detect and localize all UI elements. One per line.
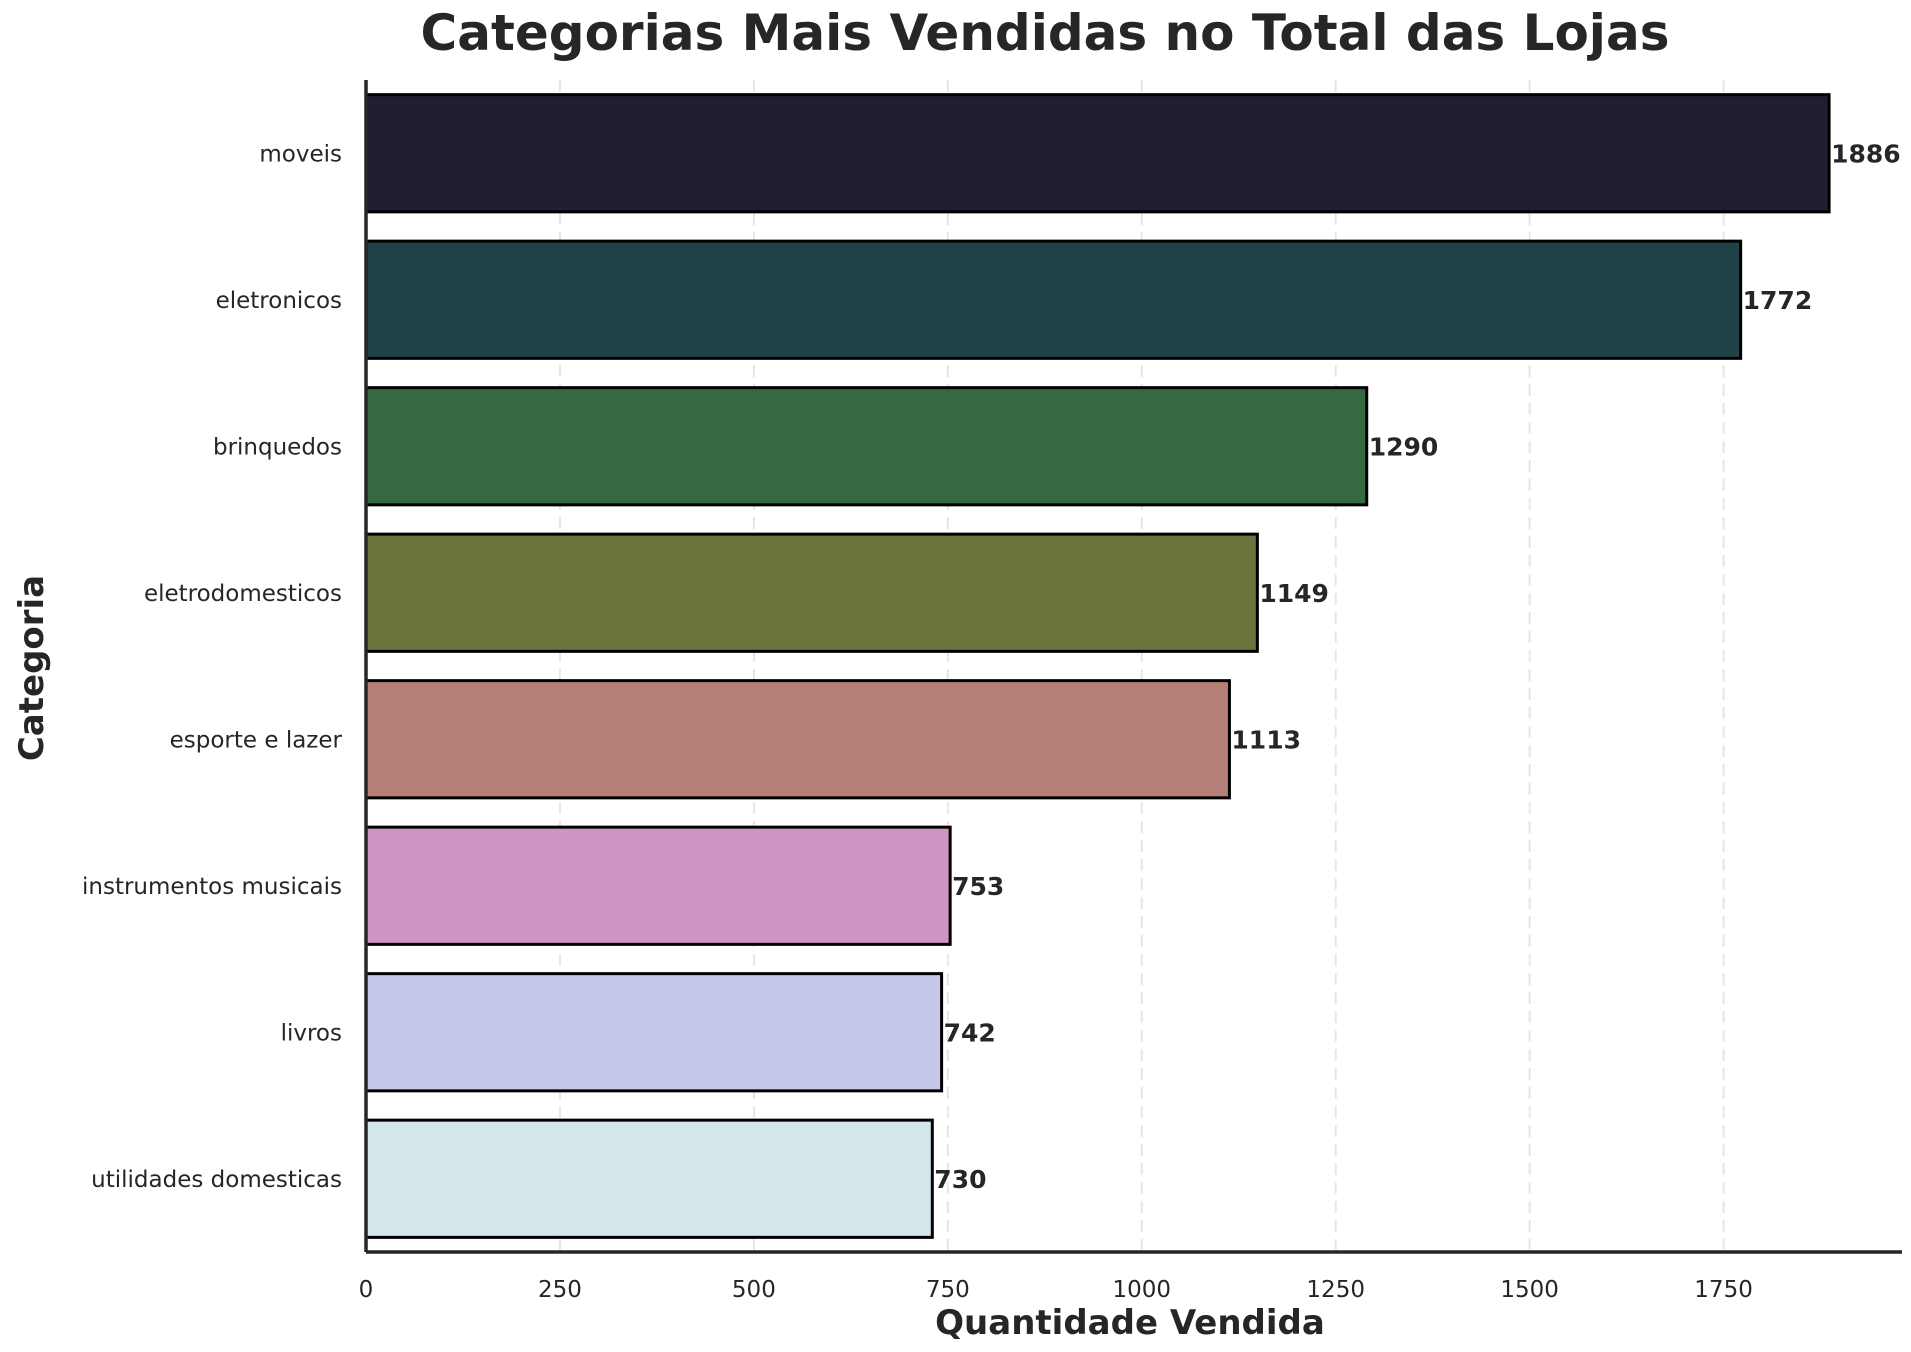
y-axis-label: Categoria	[12, 575, 52, 761]
x-axis-label: Quantidade Vendida	[935, 1303, 1325, 1343]
y-tick-label: moveis	[259, 141, 342, 167]
x-tick-label: 1250	[1306, 1277, 1365, 1303]
bar-utilidades-domesticas	[364, 1118, 934, 1239]
x-tick-label: 1500	[1500, 1277, 1559, 1303]
value-label: 1886	[1831, 139, 1901, 168]
value-label: 1772	[1743, 286, 1813, 315]
y-tick-label: esporte e lazer	[170, 727, 343, 753]
y-tick-labels: moveis eletronicos brinquedos eletrodomesti…	[82, 141, 343, 1193]
x-tick-label: 250	[538, 1277, 582, 1303]
bar-brinquedos	[364, 386, 1369, 507]
x-tick-label: 0	[359, 1277, 374, 1303]
y-tick-label: eletronicos	[216, 288, 342, 314]
y-tick-label: utilidades domesticas	[91, 1167, 342, 1193]
y-tick-label: eletrodomesticos	[144, 581, 342, 607]
x-tick-label: 1000	[1112, 1277, 1171, 1303]
value-label: 730	[934, 1165, 986, 1194]
value-label: 1149	[1259, 579, 1329, 608]
value-label: 1113	[1231, 725, 1301, 754]
x-tick-label: 500	[732, 1277, 776, 1303]
value-label: 742	[944, 1018, 996, 1047]
x-tick-label: 1750	[1694, 1277, 1753, 1303]
bar-eletrodomesticos	[364, 532, 1259, 653]
x-tick-label: 750	[926, 1277, 970, 1303]
y-tick-label: instrumentos musicais	[82, 874, 342, 900]
bars	[364, 93, 1831, 1239]
value-label: 753	[952, 872, 1004, 901]
bar-esporte-e-lazer	[364, 679, 1231, 800]
y-tick-label: brinquedos	[213, 434, 342, 460]
value-label: 1290	[1369, 432, 1439, 461]
y-tick-label: livros	[281, 1020, 342, 1046]
value-labels: 1886 1772 1290 1149 1113 753 742 730	[934, 139, 1900, 1194]
bar-livros	[364, 972, 944, 1093]
bar-instrumentos-musicais	[364, 825, 952, 946]
chart-title: Categorias Mais Vendidas no Total das Lo…	[421, 4, 1670, 62]
bar-eletronicos	[364, 239, 1743, 360]
x-tick-labels: 0 250 500 750 1000 1250 1500 1750	[359, 1277, 1753, 1303]
bar-moveis	[364, 93, 1831, 214]
